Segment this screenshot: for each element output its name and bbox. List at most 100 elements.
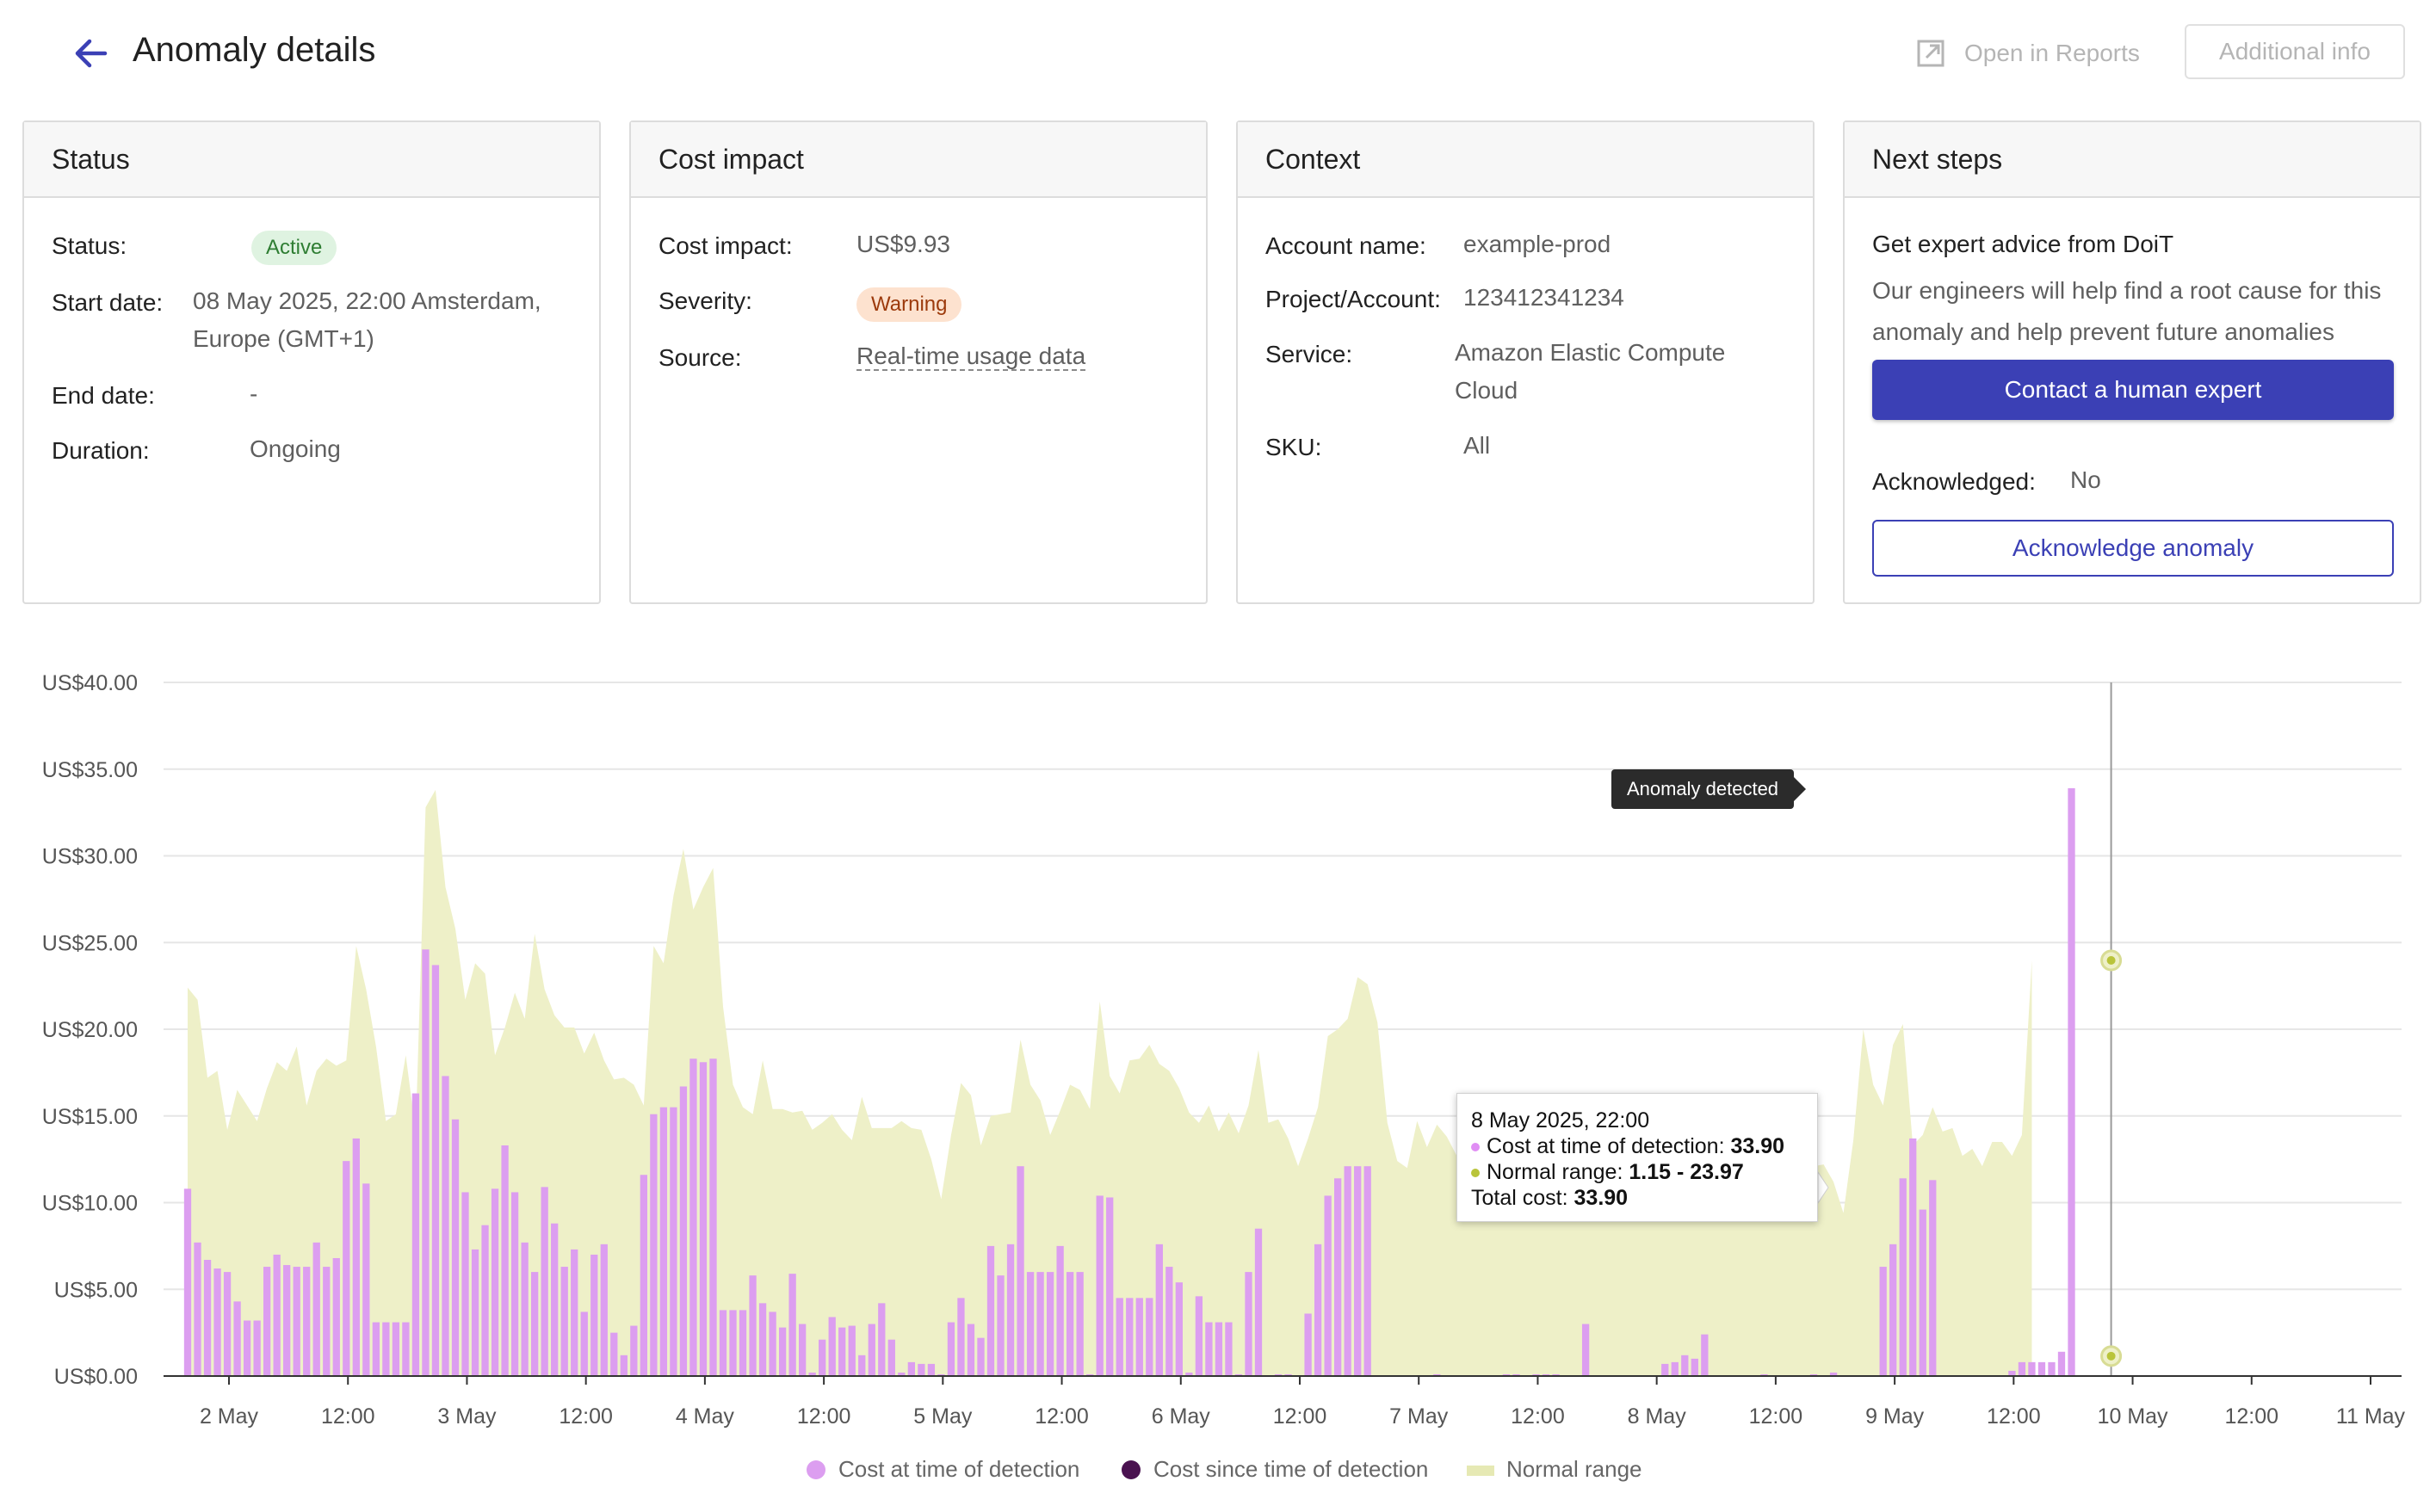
- status-card: Status Status: Active Start date: 08 May…: [22, 120, 601, 604]
- tooltip-date: 8 May 2025, 22:00: [1471, 1108, 1650, 1132]
- cost-bar: [461, 1192, 469, 1376]
- cost-bar: [1809, 1373, 1818, 1376]
- chart-tooltip: 8 May 2025, 22:00 Cost at time of detect…: [1456, 1093, 1818, 1222]
- cost-bar: [1205, 1322, 1213, 1376]
- cost-bar: [709, 1058, 717, 1376]
- open-in-reports-button[interactable]: Open in Reports: [1916, 29, 2140, 77]
- cost-bar: [1829, 1372, 1838, 1376]
- cost-bar: [1245, 1272, 1252, 1376]
- cost-bar: [1017, 1166, 1024, 1376]
- service-line1: Amazon Elastic Compute: [1455, 339, 1726, 366]
- account-name-value: example-prod: [1463, 231, 1611, 257]
- legend-item-cost-since-detection[interactable]: Cost since time of detection: [1121, 1456, 1428, 1483]
- x-tick-label: 12:00: [1987, 1404, 2041, 1429]
- y-tick-label: US$35.00: [42, 758, 138, 782]
- cost-bar: [1671, 1361, 1679, 1376]
- x-tick-label: 12:00: [2224, 1404, 2278, 1429]
- cost-bar: [1116, 1298, 1123, 1376]
- source-link[interactable]: Real-time usage data: [856, 343, 1086, 371]
- card-title: Cost impact: [631, 122, 1206, 198]
- x-tick-label: 3 May: [437, 1404, 497, 1429]
- cost-bar: [799, 1324, 807, 1376]
- cost-bar: [937, 1373, 945, 1376]
- cost-bar: [640, 1175, 647, 1376]
- tooltip-total-label: Total cost:: [1471, 1186, 1568, 1210]
- page-title: Anomaly details: [133, 31, 376, 69]
- cost-bar: [689, 1058, 697, 1376]
- legend-dot-icon: [807, 1460, 825, 1479]
- acknowledged-value: No: [2070, 466, 2101, 493]
- cost-bar: [1354, 1166, 1362, 1376]
- cost-bar: [1532, 1373, 1540, 1376]
- cost-bar: [758, 1303, 767, 1376]
- cost-bar: [481, 1225, 489, 1376]
- cost-bar: [332, 1257, 340, 1376]
- cost-bar: [283, 1265, 291, 1376]
- page-header: Anomaly details Open in Reports Addition…: [0, 0, 2436, 103]
- cost-impact-label: Cost impact:: [658, 232, 793, 259]
- cost-bar: [769, 1311, 776, 1376]
- sku-value: All: [1463, 432, 1491, 459]
- back-arrow-icon[interactable]: [67, 29, 115, 77]
- cost-bar: [1512, 1373, 1520, 1376]
- x-tick-label: 10 May: [2098, 1404, 2168, 1429]
- project-account-label: Project/Account:: [1265, 286, 1441, 312]
- cost-bar: [1036, 1272, 1044, 1376]
- x-tick-label: 7 May: [1389, 1404, 1449, 1429]
- contact-expert-button[interactable]: Contact a human expert: [1872, 360, 2394, 420]
- cost-bar: [1552, 1373, 1560, 1376]
- cost-bar: [947, 1322, 955, 1376]
- cost-bar: [402, 1322, 410, 1376]
- cost-bar: [788, 1274, 796, 1376]
- cost-dot-icon: [1471, 1143, 1480, 1152]
- cost-bar: [590, 1254, 598, 1376]
- cost-bar: [739, 1310, 747, 1376]
- cost-bar: [887, 1339, 895, 1376]
- source-value[interactable]: Real-time usage data: [856, 337, 1086, 375]
- cost-bar: [352, 1138, 360, 1376]
- x-tick-label: 9 May: [1865, 1404, 1925, 1429]
- cost-bar: [183, 1188, 192, 1376]
- x-tick-label: 12:00: [797, 1404, 851, 1429]
- cost-bar: [1691, 1358, 1698, 1376]
- end-date-label: End date:: [52, 382, 155, 409]
- y-tick-label: US$15.00: [42, 1105, 138, 1129]
- cost-bar: [1135, 1298, 1143, 1376]
- cost-bar: [1324, 1195, 1332, 1376]
- cost-bar: [699, 1062, 708, 1376]
- additional-info-button[interactable]: Additional info: [2185, 24, 2405, 79]
- cost-bar: [1106, 1197, 1114, 1376]
- cost-bar: [1909, 1138, 1917, 1376]
- cost-bar: [431, 965, 440, 1376]
- cost-bar: [1234, 1373, 1243, 1376]
- cost-bar: [778, 1327, 787, 1376]
- cost-bar: [1165, 1267, 1173, 1376]
- legend-item-normal-range[interactable]: Normal range: [1467, 1456, 1642, 1483]
- x-tick-label: 11 May: [2336, 1404, 2406, 1429]
- y-tick-label: US$5.00: [54, 1278, 138, 1302]
- cost-bar: [2057, 1351, 2066, 1376]
- cost-bar: [2018, 1361, 2026, 1376]
- cost-bar: [1542, 1373, 1550, 1376]
- cost-bar: [898, 1372, 906, 1376]
- cost-bar: [1195, 1296, 1203, 1376]
- cost-bar: [957, 1298, 965, 1376]
- cost-bar: [819, 1339, 826, 1376]
- acknowledge-anomaly-button[interactable]: Acknowledge anomaly: [1872, 520, 2394, 577]
- cost-anomaly-chart: US$0.00 US$5.00 US$10.00 US$15.00 US$20.00 US…: [42, 671, 2406, 1429]
- card-title: Next steps: [1845, 122, 2420, 198]
- cost-bar: [1879, 1267, 1887, 1376]
- cost-bar: [1215, 1322, 1223, 1376]
- account-name-label: Account name:: [1265, 232, 1426, 259]
- cost-bar: [372, 1322, 380, 1376]
- range-dot-icon: [1471, 1169, 1480, 1178]
- y-tick-label: US$20.00: [42, 1018, 138, 1042]
- cost-bar: [1929, 1180, 1937, 1376]
- cost-bar: [510, 1192, 519, 1376]
- legend-item-cost-at-detection[interactable]: Cost at time of detection: [806, 1456, 1079, 1483]
- cost-bar: [630, 1325, 638, 1376]
- x-tick-label: 12:00: [1273, 1404, 1327, 1429]
- cost-bar: [1076, 1272, 1084, 1376]
- expert-advice-description: Our engineers will help find a root caus…: [1872, 277, 2382, 345]
- cost-bar: [1889, 1244, 1897, 1376]
